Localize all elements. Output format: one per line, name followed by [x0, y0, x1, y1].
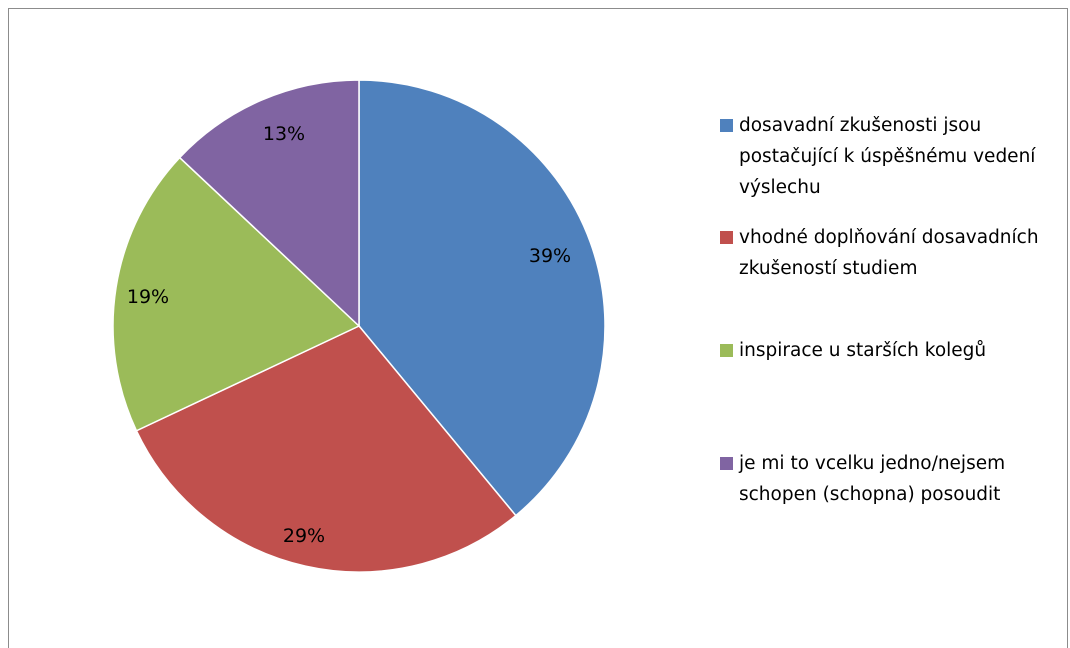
legend-item-0: dosavadní zkušenosti jsou postačující k … [720, 113, 1059, 203]
legend-swatch-1 [720, 231, 733, 244]
legend-label-1: vhodné doplňování dosavadních zkušeností… [739, 227, 1039, 279]
chart-frame [8, 8, 1068, 648]
legend-swatch-0 [720, 119, 733, 132]
pie-slice-2 [112, 156, 361, 432]
legend-item-1: vhodné doplňování dosavadních zkušeností… [720, 225, 1059, 284]
pie-data-label-0: 39% [529, 245, 571, 267]
pie-slices [112, 79, 606, 573]
pie-slice-1 [135, 325, 517, 573]
legend-swatch-3 [720, 457, 733, 470]
pie-chart: 39% 29% 19% 13% [112, 79, 606, 573]
legend-label-2: inspirace u starších kolegů [739, 340, 987, 361]
legend-label-3: je mi to vcelku jedno/nejsem schopen (sc… [739, 453, 1006, 505]
legend-item-3: je mi to vcelku jedno/nejsem schopen (sc… [720, 451, 1059, 510]
pie-data-labels: 39% 29% 19% 13% [127, 123, 571, 547]
pie-data-label-2: 19% [127, 286, 169, 308]
pie-data-label-3: 13% [263, 123, 305, 145]
pie-data-label-1: 29% [283, 525, 325, 547]
legend-label-0: dosavadní zkušenosti jsou postačující k … [739, 115, 1036, 198]
pie-slice-0 [358, 79, 606, 517]
legend-swatch-2 [720, 344, 733, 357]
pie-slice-3 [178, 79, 360, 328]
legend-item-2: inspirace u starších kolegů [720, 338, 1059, 366]
